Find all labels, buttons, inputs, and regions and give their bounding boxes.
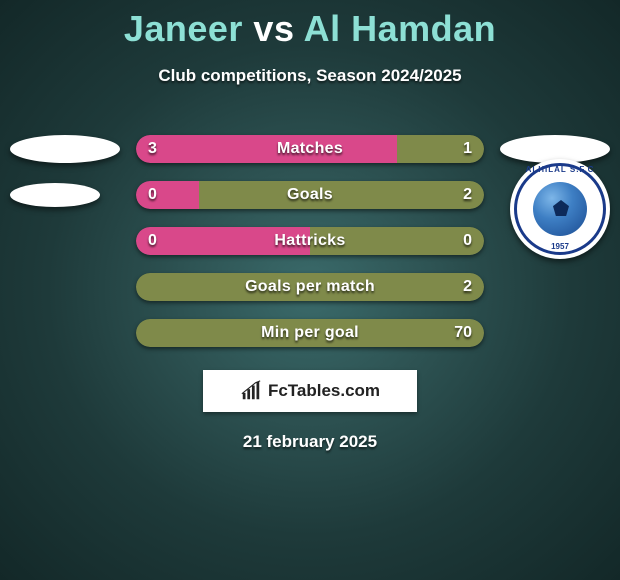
stat-label: Hattricks	[136, 227, 484, 255]
stat-row: 70 Min per goal	[0, 310, 620, 356]
stat-bar: 2 Goals per match	[136, 273, 484, 301]
stat-row: 00 Hattricks	[0, 218, 620, 264]
stat-row: 02 Goals ALHILAL S.F.C 1957	[0, 172, 620, 218]
player-placeholder-icon	[10, 183, 100, 207]
brand-text: FcTables.com	[268, 381, 380, 401]
player-placeholder-icon	[10, 135, 120, 163]
stat-label: Goals per match	[136, 273, 484, 301]
page-title: Janeer vs Al Hamdan	[0, 0, 620, 50]
brand-box[interactable]: FcTables.com	[203, 370, 417, 412]
subtitle: Club competitions, Season 2024/2025	[0, 66, 620, 86]
brand-chart-icon	[240, 380, 262, 402]
vs-text: vs	[253, 8, 294, 49]
player1-name: Janeer	[124, 8, 243, 49]
club-logo-top-text: ALHILAL S.F.C	[510, 165, 610, 174]
stat-label: Goals	[136, 181, 484, 209]
stat-bar: 70 Min per goal	[136, 319, 484, 347]
stat-rows: 31 Matches 02 Goals ALHILAL S.F.C 1957	[0, 126, 620, 356]
stat-row: 2 Goals per match	[0, 264, 620, 310]
comparison-card: Janeer vs Al Hamdan Club competitions, S…	[0, 0, 620, 452]
stat-bar: 31 Matches	[136, 135, 484, 163]
stat-bar: 00 Hattricks	[136, 227, 484, 255]
stat-label: Min per goal	[136, 319, 484, 347]
stat-label: Matches	[136, 135, 484, 163]
stat-bar: 02 Goals	[136, 181, 484, 209]
player2-name: Al Hamdan	[304, 8, 497, 49]
date-text: 21 february 2025	[0, 432, 620, 452]
